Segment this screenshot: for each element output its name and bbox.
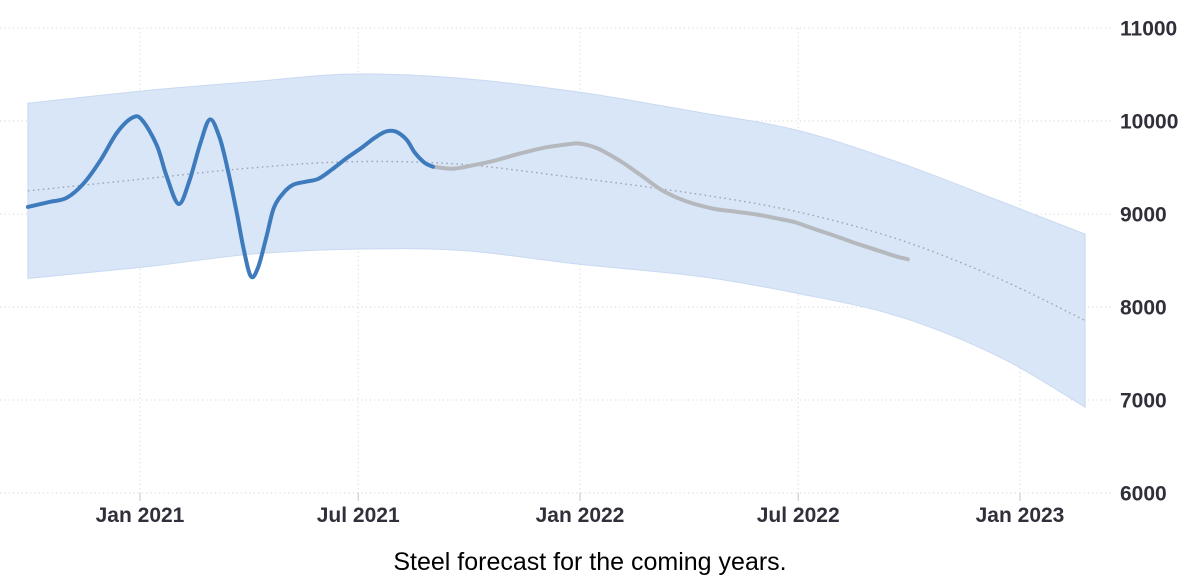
actual-line bbox=[25, 114, 435, 280]
x-axis-label: Jan 2021 bbox=[96, 504, 185, 527]
x-axis-label: Jul 2021 bbox=[317, 504, 400, 527]
x-axis-label: Jan 2023 bbox=[976, 504, 1065, 527]
forecast-line bbox=[430, 141, 910, 262]
confidence-band bbox=[27, 73, 1086, 409]
x-axis-label: Jul 2022 bbox=[757, 504, 840, 527]
y-axis-label: 9000 bbox=[1120, 204, 1167, 227]
y-axis-label: 10000 bbox=[1120, 111, 1178, 134]
forecast-midline bbox=[27, 160, 1086, 322]
x-axis-label: Jan 2022 bbox=[536, 504, 625, 527]
y-axis-label: 6000 bbox=[1120, 483, 1167, 506]
y-axis-label: 8000 bbox=[1120, 297, 1167, 320]
chart-svg: 6000 7000 8000 9000 10000 11000 Jan 2021 Jul 20… bbox=[0, 18, 1179, 528]
y-axis-label: 11000 bbox=[1120, 18, 1177, 41]
y-axis-label: 7000 bbox=[1120, 390, 1167, 413]
chart-caption: Steel forecast for the coming years. bbox=[393, 548, 787, 576]
axis-labels: 6000 7000 8000 9000 10000 11000 Jan 2021 Jul 20… bbox=[96, 18, 1179, 528]
steel-forecast-chart: 6000 7000 8000 9000 10000 11000 Jan 2021 Jul 20… bbox=[0, 18, 1179, 528]
